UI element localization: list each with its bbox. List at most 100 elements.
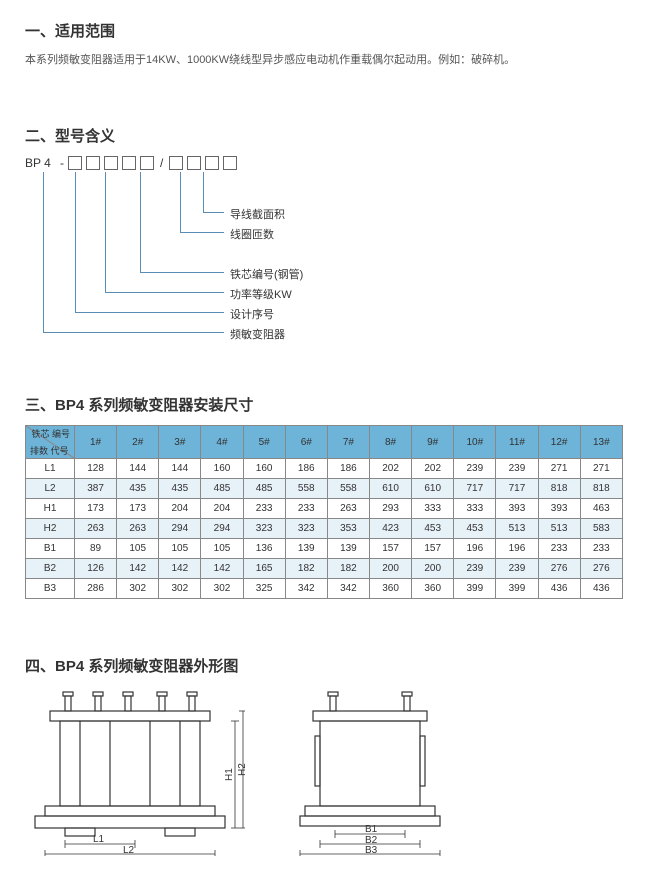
model-label-2: 线圈匝数 (230, 226, 274, 242)
cell: 276 (580, 559, 622, 579)
cell: 513 (538, 519, 580, 539)
cell: 333 (412, 499, 454, 519)
col-h: 6# (285, 426, 327, 459)
row-head: H1 (26, 499, 75, 519)
section4-title: 四、BP4 系列频敏变阻器外形图 (25, 655, 623, 676)
cell: 558 (327, 479, 369, 499)
cell: 160 (201, 459, 243, 479)
box (122, 156, 136, 170)
cell: 182 (285, 559, 327, 579)
cell: 233 (285, 499, 327, 519)
cell: 233 (580, 539, 622, 559)
cell: 325 (243, 579, 285, 599)
cell: 196 (454, 539, 496, 559)
cell: 302 (159, 579, 201, 599)
cell: 142 (159, 559, 201, 579)
box (205, 156, 219, 170)
diag-left: 排数 代号 (30, 444, 69, 457)
cell: 463 (580, 499, 622, 519)
dim-b1: B1 (365, 824, 378, 835)
cell: 160 (243, 459, 285, 479)
section1-title: 一、适用范围 (25, 20, 623, 41)
section1-desc: 本系列频敏变阻器适用于14KW、1000KW绕线型异步感应电动机作重载偶尔起动用… (25, 51, 623, 67)
cell: 302 (117, 579, 159, 599)
section3-title: 三、BP4 系列频敏变阻器安装尺寸 (25, 394, 623, 415)
cell: 323 (285, 519, 327, 539)
col-h: 11# (496, 426, 538, 459)
cell: 263 (117, 519, 159, 539)
table-row: L112814414416016018618620220223923927127… (26, 459, 623, 479)
dimension-table: 铁芯 编号 排数 代号 1# 2# 3# 4# 5# 6# 7# 8# 9# 1… (25, 425, 623, 599)
cell: 239 (454, 559, 496, 579)
cell: 423 (369, 519, 411, 539)
cell: 435 (117, 479, 159, 499)
cell: 263 (327, 499, 369, 519)
dim-b3: B3 (365, 845, 378, 856)
cell: 610 (369, 479, 411, 499)
front-view: H1 H2 L1 L2 (25, 686, 245, 856)
cell: 393 (496, 499, 538, 519)
cell: 360 (412, 579, 454, 599)
cell: 105 (117, 539, 159, 559)
table-row: L238743543548548555855861061071771781881… (26, 479, 623, 499)
cell: 286 (75, 579, 117, 599)
cell: 293 (369, 499, 411, 519)
cell: 435 (159, 479, 201, 499)
cell: 818 (580, 479, 622, 499)
cell: 513 (496, 519, 538, 539)
cell: 393 (538, 499, 580, 519)
col-h: 8# (369, 426, 411, 459)
cell: 453 (454, 519, 496, 539)
dash-icon: - (60, 156, 64, 170)
cell: 105 (159, 539, 201, 559)
model-boxes: - / (60, 156, 237, 170)
col-h: 2# (117, 426, 159, 459)
cell: 126 (75, 559, 117, 579)
model-label-4: 功率等级KW (230, 286, 292, 302)
cell: 610 (412, 479, 454, 499)
table-header-row: 铁芯 编号 排数 代号 1# 2# 3# 4# 5# 6# 7# 8# 9# 1… (26, 426, 623, 459)
cell: 558 (285, 479, 327, 499)
cell: 333 (454, 499, 496, 519)
cell: 182 (327, 559, 369, 579)
box (140, 156, 154, 170)
cell: 717 (496, 479, 538, 499)
box (86, 156, 100, 170)
dim-l2: L2 (123, 845, 135, 856)
bp-prefix: BP 4 (25, 156, 51, 170)
outline-figures: H1 H2 L1 L2 (25, 686, 623, 856)
table-body: L112814414416016018618620220223923927127… (26, 459, 623, 599)
box (104, 156, 118, 170)
cell: 139 (327, 539, 369, 559)
row-head: B1 (26, 539, 75, 559)
cell: 239 (496, 459, 538, 479)
cell: 239 (454, 459, 496, 479)
diag-header: 铁芯 编号 排数 代号 (26, 426, 75, 459)
cell: 173 (117, 499, 159, 519)
col-h: 3# (159, 426, 201, 459)
row-head: L2 (26, 479, 75, 499)
table-row: B189105105105136139139157157196196233233 (26, 539, 623, 559)
cell: 583 (580, 519, 622, 539)
cell: 128 (75, 459, 117, 479)
cell: 105 (201, 539, 243, 559)
dim-h1: H1 (224, 768, 235, 781)
cell: 144 (117, 459, 159, 479)
cell: 204 (159, 499, 201, 519)
dim-l1: L1 (93, 834, 105, 845)
cell: 233 (243, 499, 285, 519)
cell: 200 (412, 559, 454, 579)
cell: 485 (243, 479, 285, 499)
box (169, 156, 183, 170)
cell: 196 (496, 539, 538, 559)
cell: 360 (369, 579, 411, 599)
model-label-1: 导线截面积 (230, 206, 285, 222)
cell: 157 (369, 539, 411, 559)
col-h: 10# (454, 426, 496, 459)
cell: 485 (201, 479, 243, 499)
table-row: H226326329429432332335342345345351351358… (26, 519, 623, 539)
cell: 399 (454, 579, 496, 599)
col-h: 4# (201, 426, 243, 459)
cell: 436 (538, 579, 580, 599)
col-h: 5# (243, 426, 285, 459)
